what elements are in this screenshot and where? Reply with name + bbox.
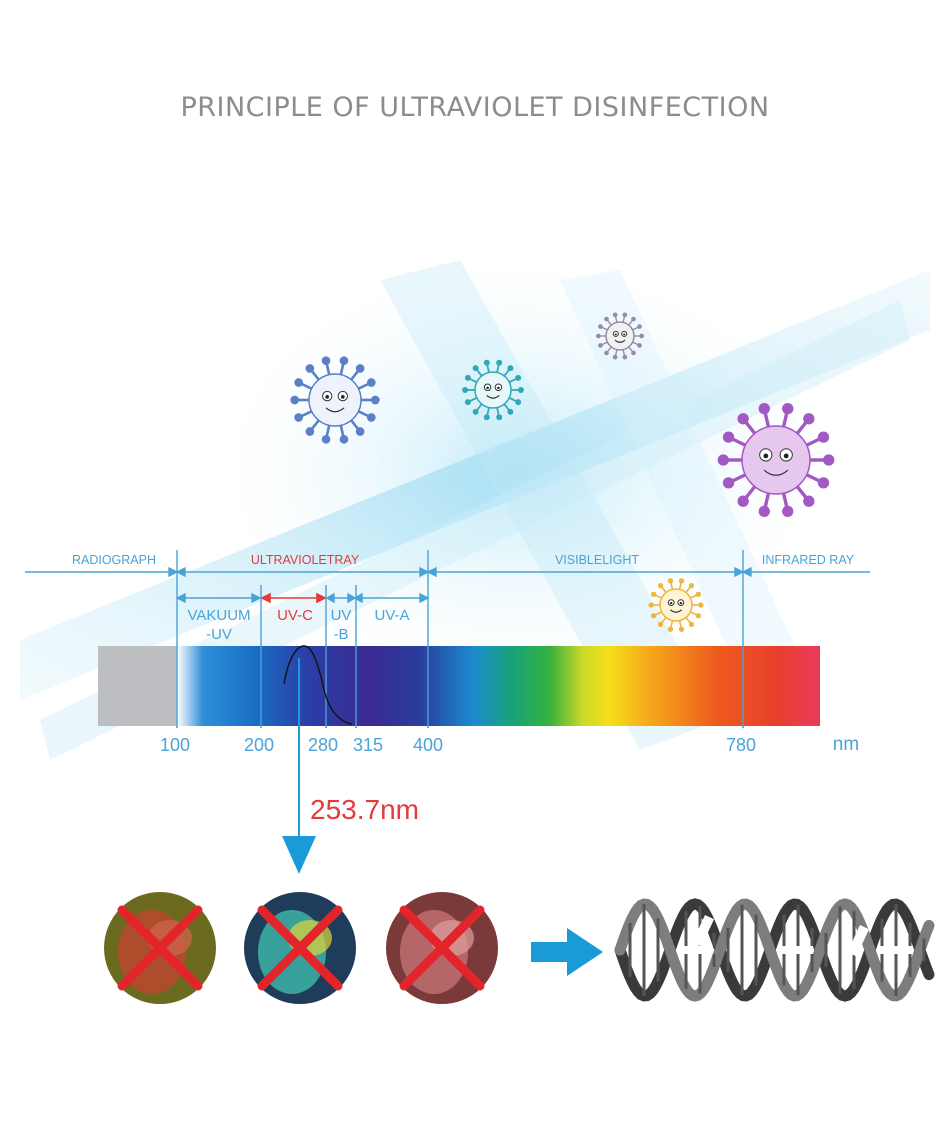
tick-400: 400: [413, 735, 443, 755]
band-uva-label: UV-A: [374, 607, 409, 624]
germicidal-curve: [283, 645, 353, 725]
region-arrows: [25, 566, 870, 604]
tick-100: 100: [160, 735, 190, 755]
uvc-arrow: [260, 592, 327, 604]
light-beams: [20, 240, 930, 760]
virus-icon: [717, 402, 835, 518]
band-uvc-label: UV-C: [277, 607, 313, 624]
dna-helix-icon: [614, 898, 935, 1017]
microbe-images: [102, 890, 500, 1006]
spectrum-bar: [177, 646, 820, 726]
tick-780: 780: [726, 735, 756, 755]
cross-mark-icon: [399, 905, 485, 991]
cross-mark-icon: [257, 905, 343, 991]
unit-label: nm: [833, 734, 859, 755]
band-uvb-label-2: -B: [334, 626, 349, 643]
virus-group: [290, 312, 835, 632]
microbe-circle: [102, 890, 218, 1006]
peak-arrow: [282, 658, 316, 874]
virus-icon: [595, 312, 645, 360]
region-visible-label: VISIBLELIGHT: [555, 553, 639, 567]
virus-icon: [648, 578, 704, 632]
band-uvb-label: UV: [331, 607, 352, 624]
region-ultraviolet-label: ULTRAVIOLETRAY: [251, 553, 360, 567]
microbe-circle: [384, 890, 500, 1006]
band-vakuum-label-2: -UV: [206, 626, 232, 643]
arrow-right-icon: [531, 928, 603, 976]
bar-dividers: [176, 646, 744, 728]
peak-wavelength-label: 253.7nm: [310, 794, 419, 825]
region-infrared-label: INFRARED RAY: [762, 553, 855, 567]
virus-icon: [462, 359, 524, 421]
microbe-circle: [242, 890, 358, 1006]
cross-mark-icon: [117, 905, 203, 991]
page-title: PRINCIPLE OF ULTRAVIOLET DISINFECTION: [180, 92, 770, 123]
virus-icon: [290, 356, 380, 444]
region-radiograph-label: RADIOGRAPH: [72, 553, 156, 567]
band-vakuum-label: VAKUUM: [187, 607, 250, 624]
tick-labels: 100 200 280 315 400 780: [160, 735, 756, 755]
tick-280: 280: [308, 735, 338, 755]
tick-200: 200: [244, 735, 274, 755]
tick-315: 315: [353, 735, 383, 755]
radiograph-bar: [98, 646, 177, 726]
